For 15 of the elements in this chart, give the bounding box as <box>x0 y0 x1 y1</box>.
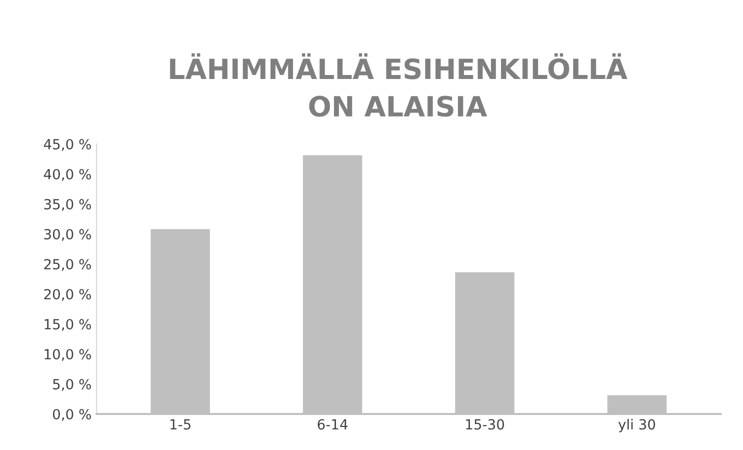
chart-title: LÄHIMMÄLLÄ ESIHENKILÖLLÄ ON ALAISIA <box>170 53 628 117</box>
y-tick-label: 35,0 % <box>44 198 91 211</box>
y-tick-label: 5,0 % <box>53 378 91 391</box>
y-tick-label: 0,0 % <box>52 408 91 421</box>
y-tick-label: 20,0 % <box>44 288 91 301</box>
x-tick-label: 6-14 <box>318 419 348 430</box>
x-tick-label: 15-30 <box>466 419 504 430</box>
y-tick-label: 15,0 % <box>44 318 91 331</box>
y-tick-label: 30,0 % <box>44 228 91 241</box>
y-tick-label: 10,0 % <box>44 348 91 361</box>
x-tick-label: yli 30 <box>618 418 656 432</box>
y-tick-label: 25,0 % <box>44 258 91 271</box>
y-tick-label: 40,0 % <box>44 168 91 181</box>
x-tick-label: 1-5 <box>170 419 190 430</box>
y-tick-label: 45,0 % <box>44 138 91 151</box>
